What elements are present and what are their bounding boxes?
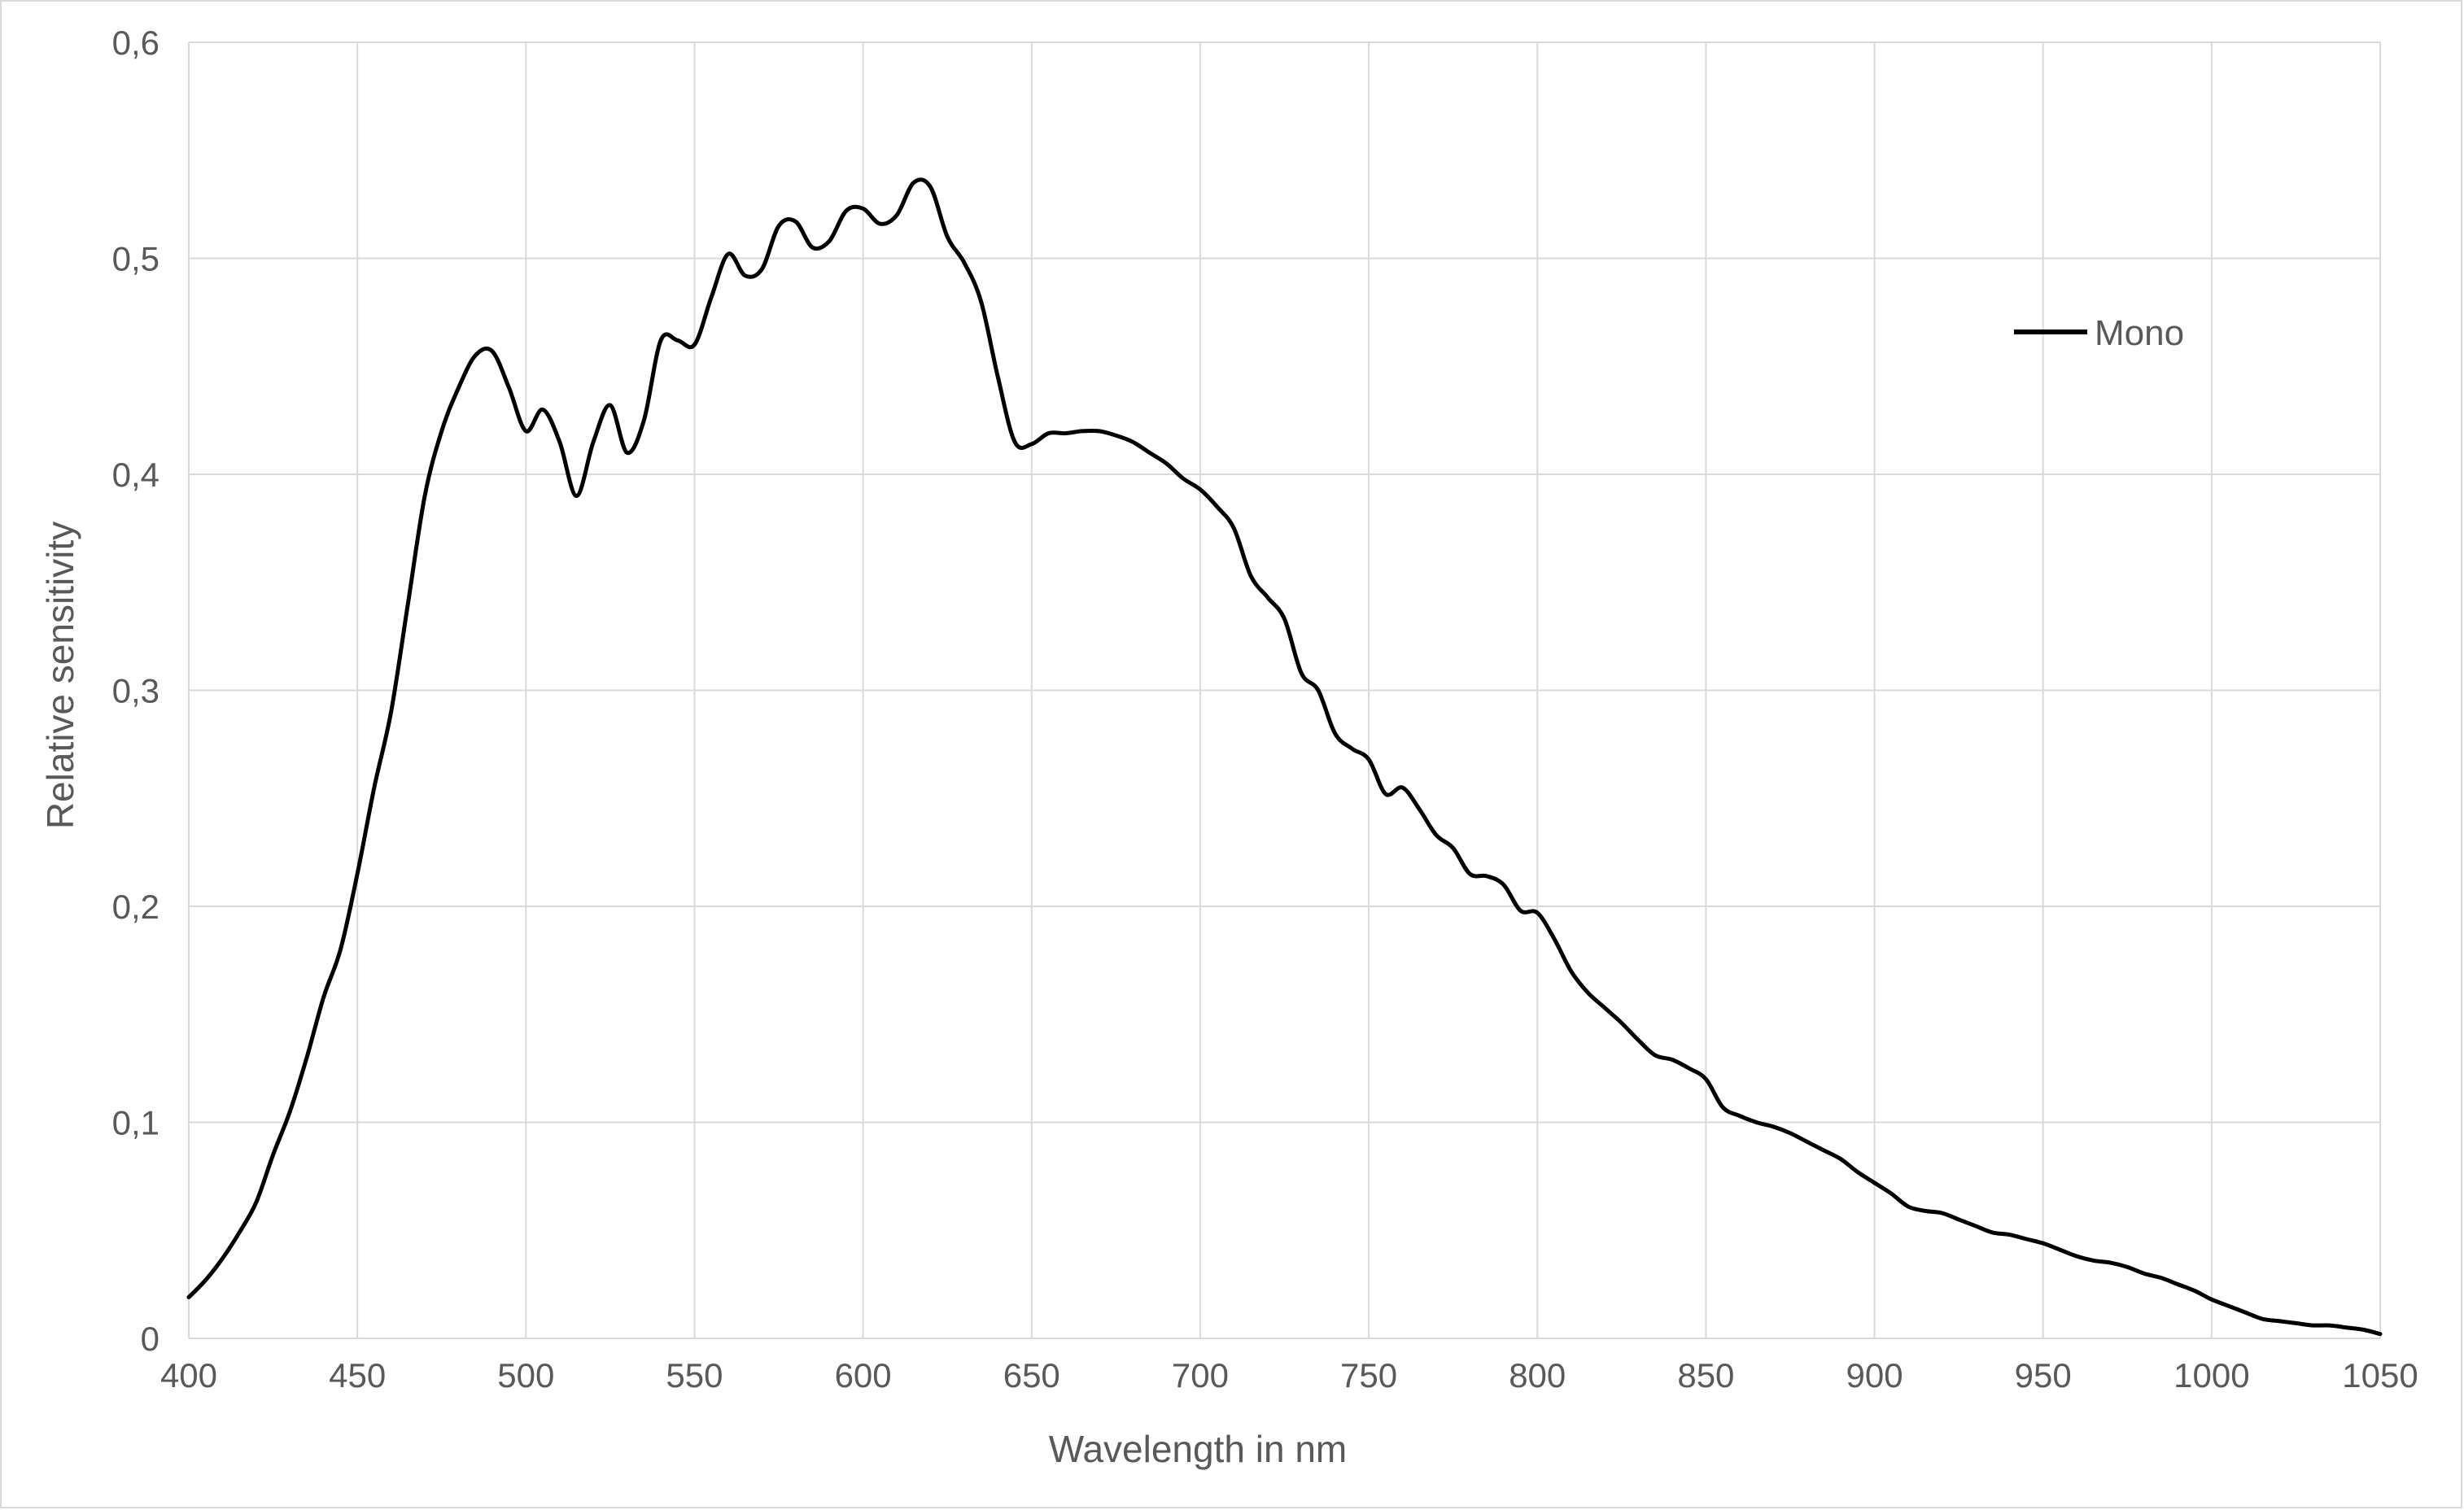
legend: Mono (2014, 313, 2184, 353)
x-tick-label: 550 (666, 1356, 723, 1394)
x-tick-label: 700 (1172, 1356, 1229, 1394)
y-tick-label: 0 (141, 1320, 159, 1358)
x-tick-label: 450 (329, 1356, 386, 1394)
legend-label-mono: Mono (2095, 313, 2184, 353)
x-tick-label: 750 (1340, 1356, 1397, 1394)
y-tick-label: 0,4 (112, 456, 159, 494)
x-axis-title: Wavelength in nm (1049, 1428, 1347, 1470)
series-line-mono (186, 177, 2383, 1337)
x-tick-label: 1000 (2173, 1356, 2249, 1394)
y-tick-labels: 0 0,1 0,2 0,3 0,4 0,5 0,6 (112, 24, 159, 1358)
x-tick-label: 850 (1677, 1356, 1734, 1394)
y-axis-title: Relative sensitivity (39, 522, 81, 829)
x-tick-label: 400 (160, 1356, 217, 1394)
y-tick-label: 0,1 (112, 1104, 159, 1142)
x-tick-label: 500 (497, 1356, 554, 1394)
y-tick-label: 0,5 (112, 240, 159, 278)
x-tick-label: 800 (1509, 1356, 1566, 1394)
x-tick-label: 900 (1846, 1356, 1903, 1394)
x-tick-label: 1050 (2342, 1356, 2418, 1394)
x-tick-label: 950 (2015, 1356, 2072, 1394)
x-tick-label: 650 (1003, 1356, 1060, 1394)
x-tick-label: 600 (835, 1356, 892, 1394)
y-tick-label: 0,2 (112, 888, 159, 926)
y-tick-label: 0,6 (112, 24, 159, 62)
y-tick-label: 0,3 (112, 672, 159, 710)
series-layer (186, 177, 2383, 1337)
x-tick-labels: 400 450 500 550 600 650 700 750 800 850 900 950 1000… (160, 1356, 2418, 1394)
gridlines (188, 41, 2381, 1339)
